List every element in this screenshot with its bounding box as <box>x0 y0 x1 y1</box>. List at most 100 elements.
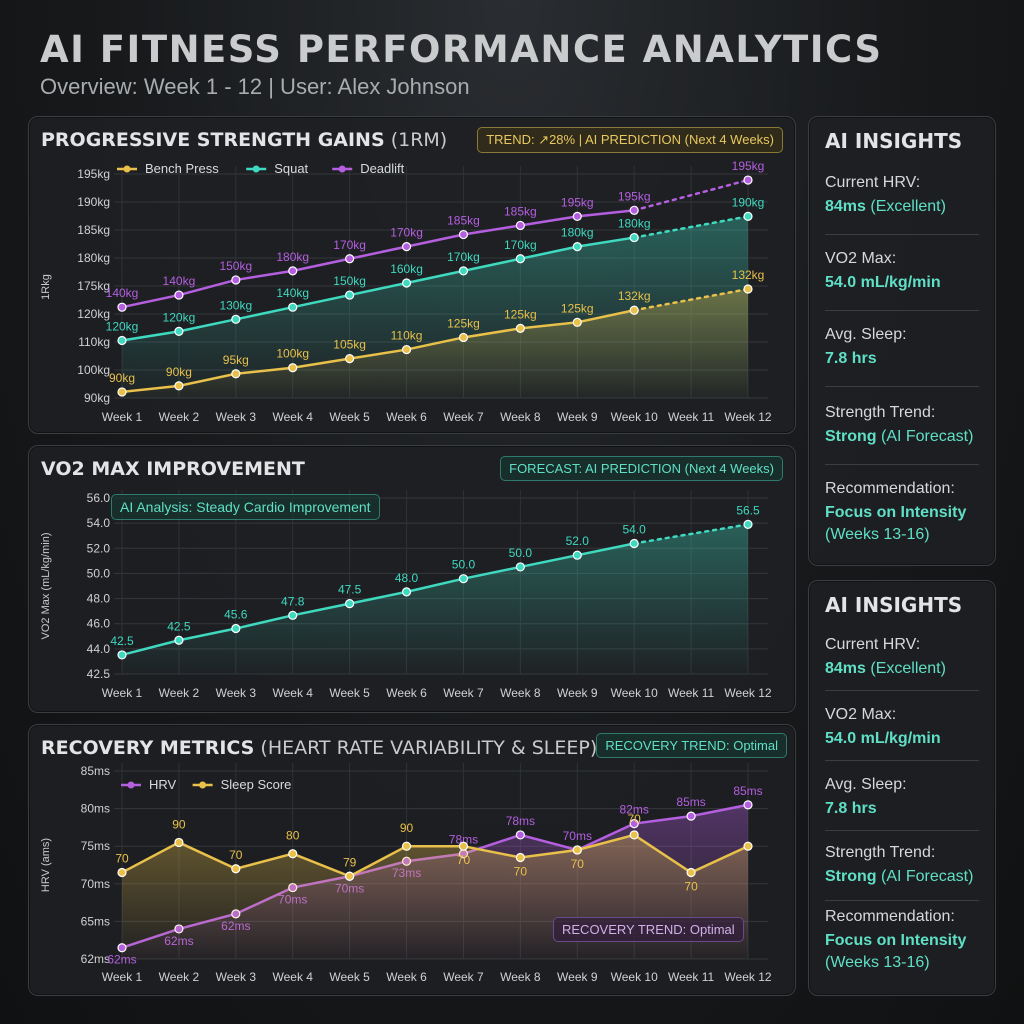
data-label-bench: 132kg <box>732 268 765 282</box>
x-tick-label: Week 6 <box>386 686 427 700</box>
y-tick-label: 190kg <box>77 195 110 209</box>
x-tick-label: Week 8 <box>500 970 541 984</box>
y-tick-label: 44.0 <box>87 642 111 656</box>
data-point-bench <box>401 344 412 355</box>
x-tick-label: Week 11 <box>668 970 715 984</box>
x-tick-label: Week 4 <box>272 686 313 700</box>
x-tick-label: Week 1 <box>102 410 143 424</box>
x-tick-label: Week 7 <box>443 410 484 424</box>
data-point-bench <box>117 387 127 397</box>
y-tick-label: 50.0 <box>87 566 111 580</box>
y-tick-label: 80ms <box>81 802 110 816</box>
data-label-squat: 130kg <box>219 298 252 312</box>
legend-marker-squat <box>252 165 260 173</box>
data-point-bench <box>288 363 298 373</box>
data-point-squat <box>572 242 582 252</box>
data-point-bench <box>572 317 582 327</box>
data-label-hrv: 85ms <box>676 795 705 809</box>
x-tick-label: Week 7 <box>443 970 484 984</box>
data-label-squat: 180kg <box>618 217 651 231</box>
recovery-title: RECOVERY METRICS (HEART RATE VARIABILITY… <box>41 737 598 759</box>
x-tick-label: Week 8 <box>500 410 541 424</box>
legend-label-deadlift: Deadlift <box>360 161 404 176</box>
data-point-bench <box>345 354 355 364</box>
x-tick-label: Week 1 <box>102 686 143 700</box>
data-label-deadlift: 170kg <box>333 238 366 252</box>
x-tick-label: Week 11 <box>668 410 715 424</box>
vo2-analysis-badge: AI Analysis: Steady Cardio Improvement <box>111 494 380 520</box>
legend-marker-sleep <box>199 781 207 789</box>
y-tick-label: 195kg <box>77 167 110 181</box>
x-tick-label: Week 5 <box>329 686 370 700</box>
data-label-sleep: 70 <box>115 852 129 866</box>
data-label-hrv: 78ms <box>506 814 535 828</box>
data-point-deadlift <box>572 211 582 221</box>
forecast-line-deadlift <box>632 178 750 212</box>
data-label-deadlift: 140kg <box>163 274 196 288</box>
data-point-deadlift <box>231 275 241 285</box>
insight-recommendation: Recommendation: Focus on Intensity (Week… <box>825 480 967 543</box>
y-tick-label: 185kg <box>77 223 110 237</box>
data-label-vo2: 48.0 <box>395 571 419 585</box>
data-point-deadlift <box>515 220 525 231</box>
y-tick-label: 56.0 <box>87 491 111 505</box>
legend-label-bench: Bench Press <box>145 161 219 176</box>
data-label-squat: 150kg <box>333 274 366 288</box>
data-point-bench <box>629 305 639 315</box>
x-tick-label: Week 2 <box>159 410 200 424</box>
recovery-trend-badge: RECOVERY TREND: Optimal <box>596 733 787 758</box>
insight-sleep: Avg. Sleep: 7.8 hrs <box>825 325 979 387</box>
x-tick-label: Week 9 <box>557 686 598 700</box>
data-point-squat <box>629 232 639 243</box>
data-label-squat: 160kg <box>390 262 423 276</box>
x-tick-label: Week 11 <box>668 686 715 700</box>
data-label-squat: 170kg <box>504 238 537 252</box>
x-tick-label: Week 9 <box>557 970 598 984</box>
legend-label-hrv: HRV <box>149 777 177 792</box>
x-tick-label: Week 6 <box>386 410 427 424</box>
data-label-squat: 120kg <box>106 319 139 333</box>
y-tick-label: 62ms <box>81 952 110 966</box>
data-point-vo2 <box>345 599 355 609</box>
y-tick-label: 110kg <box>78 335 110 349</box>
x-tick-label: Week 10 <box>611 970 658 984</box>
series-line-deadlift <box>121 209 635 309</box>
x-tick-label: Week 5 <box>329 410 370 424</box>
x-tick-label: Week 5 <box>329 970 370 984</box>
x-tick-label: Week 2 <box>159 686 200 700</box>
insight-hrv: Current HRV: 84ms (Excellent) <box>825 635 979 691</box>
data-label-bench: 110kg <box>391 329 423 343</box>
data-point-vo2 <box>629 538 639 549</box>
data-point-bench <box>515 323 525 333</box>
insights-panel-1: AI INSIGHTS Current HRV: 84ms (Excellent… <box>808 116 996 566</box>
insights-panel-2: AI INSIGHTS Current HRV: 84ms (Excellent… <box>808 580 996 996</box>
data-label-sleep: 70 <box>628 812 642 826</box>
x-tick-label: Week 1 <box>102 970 143 984</box>
data-point-sleep <box>117 867 127 878</box>
x-tick-label: Week 12 <box>724 410 771 424</box>
data-label-vo2: 50.0 <box>509 546 533 560</box>
x-tick-label: Week 3 <box>216 686 257 700</box>
data-label-vo2: 52.0 <box>566 534 590 548</box>
forecast-line-squat <box>632 215 750 239</box>
data-point-vo2 <box>458 574 469 584</box>
data-point-vo2 <box>174 635 184 645</box>
x-tick-label: Week 4 <box>272 410 313 424</box>
series-area-vo2 <box>122 524 748 674</box>
data-label-bench: 105kg <box>333 338 366 352</box>
data-label-deadlift: 150kg <box>219 259 252 273</box>
data-label-hrv: 70ms <box>563 829 592 843</box>
series-line-bench <box>121 308 635 394</box>
data-point-sleep <box>515 852 525 863</box>
y-tick-label: 70ms <box>81 877 110 891</box>
insight-strength: Strength Trend: Strong (AI Forecast) <box>825 403 979 465</box>
strength-trend-badge: TREND: ↗28% | AI PREDICTION (Next 4 Week… <box>477 127 783 153</box>
data-label-sleep: 70 <box>457 853 471 867</box>
legend-marker-hrv <box>127 781 135 789</box>
data-label-hrv: 85ms <box>733 784 762 798</box>
data-point-squat <box>515 254 525 264</box>
data-label-bench: 100kg <box>276 347 309 361</box>
y-tick-label: 100kg <box>77 363 110 377</box>
insights-title: AI INSIGHTS <box>825 129 963 153</box>
